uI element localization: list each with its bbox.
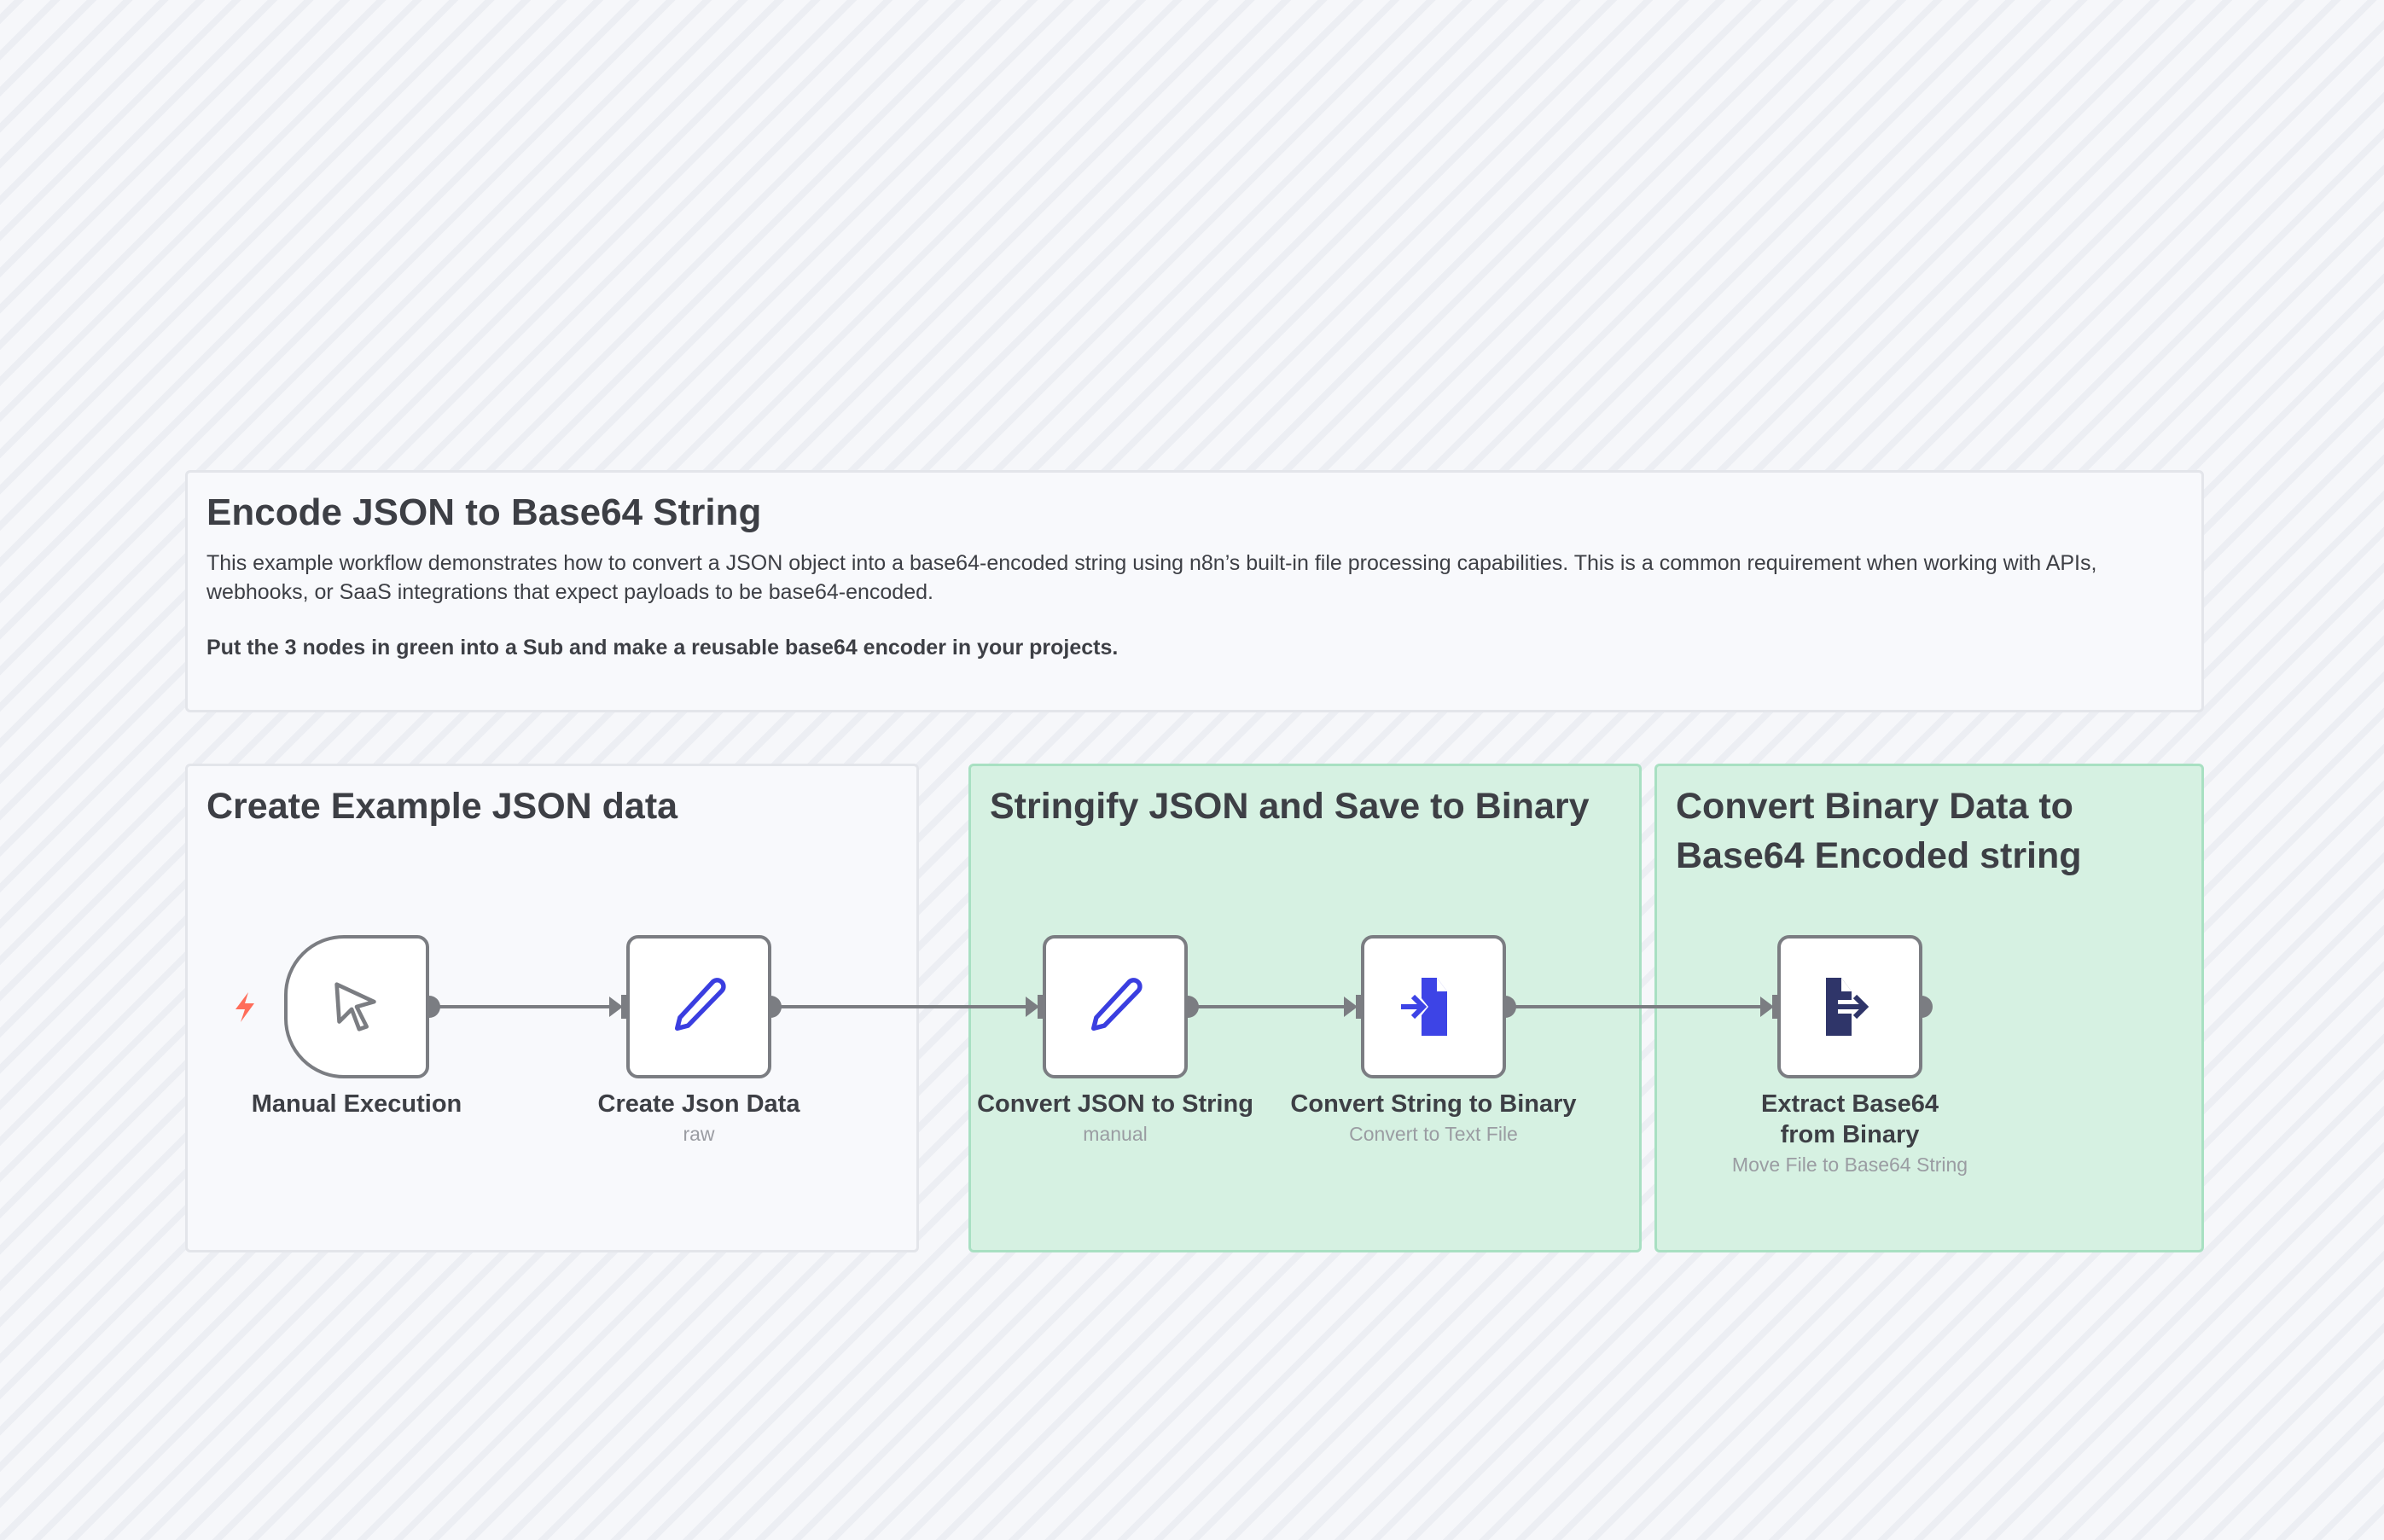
node-label: Convert JSON to String manual	[977, 1090, 1253, 1145]
cursor-icon	[334, 982, 376, 1032]
note-instruction: Put the 3 nodes in green into a Sub and …	[206, 636, 1119, 660]
node-label: Create Json Data raw	[597, 1090, 800, 1145]
note-description: This example workflow demonstrates how t…	[206, 551, 2097, 605]
group-title: Stringify JSON and Save to Binary	[990, 786, 1590, 827]
trigger-bolt-icon	[235, 992, 254, 1022]
input-arrow	[1760, 997, 1774, 1017]
input-arrow	[1344, 997, 1358, 1017]
node-label: Convert String to Binary Convert to Text …	[1290, 1090, 1577, 1145]
node-manual-execution[interactable]	[284, 935, 429, 1078]
node-extract-base64[interactable]	[1777, 935, 1922, 1078]
input-handle	[621, 995, 628, 1019]
input-handle	[1772, 995, 1779, 1019]
file-export-icon	[1826, 978, 1869, 1036]
node-convert-json-to-string[interactable]	[1043, 935, 1188, 1078]
input-arrow	[609, 997, 623, 1017]
group-title: Convert Binary Data to Base64 Encoded st…	[1676, 786, 2082, 876]
file-import-icon	[1401, 978, 1447, 1036]
node-create-json-data[interactable]	[626, 935, 771, 1078]
node-label: Manual Execution	[251, 1090, 462, 1118]
node-convert-string-to-binary[interactable]	[1361, 935, 1506, 1078]
pencil-icon	[674, 978, 726, 1032]
group-title: Create Example JSON data	[206, 786, 678, 827]
input-handle	[1356, 995, 1363, 1019]
note-title: Encode JSON to Base64 String	[206, 491, 762, 533]
input-arrow	[1026, 997, 1039, 1017]
input-handle	[1038, 995, 1044, 1019]
pencil-icon	[1090, 978, 1143, 1032]
intro-sticky-note[interactable]: Encode JSON to Base64 String This exampl…	[185, 470, 2204, 712]
node-label: Extract Base64 from Binary Move File to B…	[1731, 1090, 1968, 1176]
